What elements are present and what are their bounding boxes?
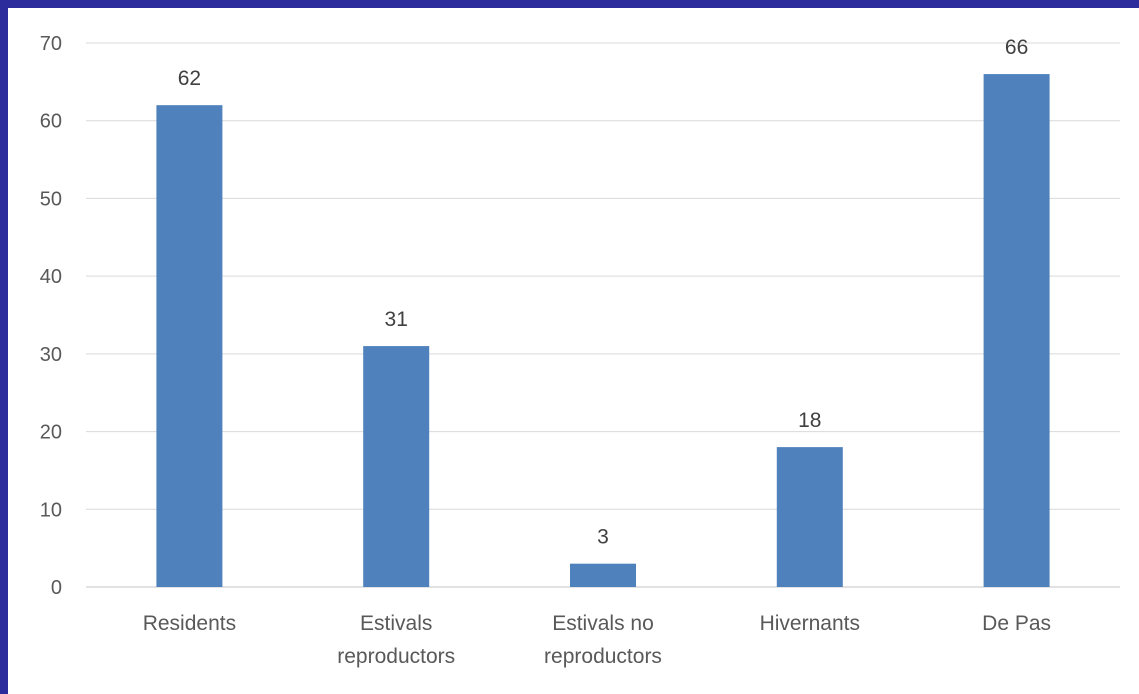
y-tick-label: 30 [40,344,62,366]
y-tick-label: 20 [40,422,62,444]
y-tick-label: 0 [51,577,62,599]
y-tick-label: 10 [40,499,62,521]
bar [570,563,636,587]
x-category-label: Estivals [360,612,432,635]
data-label: 3 [597,526,609,549]
y-tick-label: 60 [40,111,62,133]
x-category-label: Residents [143,612,236,635]
x-category-label: Estivals no [552,612,654,635]
x-category-label: reproductors [337,645,455,668]
x-category-label: reproductors [544,645,662,668]
data-label: 31 [385,308,408,331]
x-category-label: De Pas [982,612,1051,635]
bar [156,105,223,588]
bar-chart: 0 10 20 30 40 50 60 70 62 Residents 31 Estivals repr… [40,33,1120,668]
x-category-label: Hivernants [760,612,860,635]
data-label: 66 [1005,36,1028,59]
bar [363,346,430,587]
bar [776,447,843,587]
y-tick-label: 70 [40,33,62,55]
y-tick-label: 40 [40,266,62,288]
data-label: 62 [178,67,201,90]
y-tick-label: 50 [40,188,62,210]
data-label: 18 [798,409,821,432]
chart-panel: 0 10 20 30 40 50 60 70 62 Residents 31 Estivals repr… [8,8,1139,694]
bar [983,74,1050,588]
